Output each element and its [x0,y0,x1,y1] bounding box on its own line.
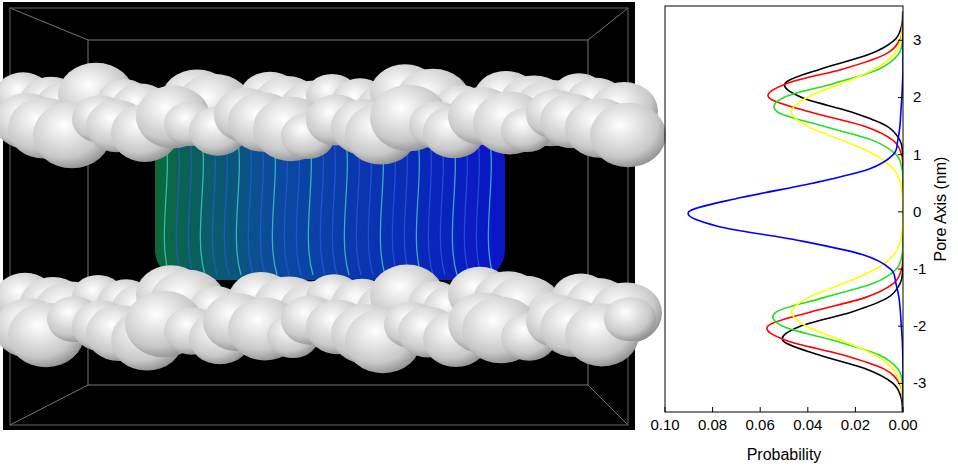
profile-curve [782,12,903,412]
axis-title: Probability [747,446,822,463]
tick-label: 0.06 [746,416,775,433]
profile-curve [688,12,903,412]
helix [476,135,481,275]
profile-curve [791,12,903,412]
helix [344,135,349,275]
box-edge [88,40,588,385]
figure: -3 -2 -1 0 1 2 3 0.10 0.08 0.06 0.04 0.02 0.00 Probab… [0,0,958,471]
tick-mark [903,407,904,412]
image-background [3,2,635,430]
lipid-blob [604,297,656,341]
helix [332,135,337,275]
box-edge [10,8,628,425]
tick-mark [898,97,903,98]
molecular-rendering [0,2,666,430]
tick-label: 0.04 [793,416,822,433]
helix [248,135,253,275]
tick-label: 0 [913,203,921,220]
tick-mark [855,407,856,412]
helix [224,135,229,275]
tick-label: 2 [913,88,921,105]
tick-label: 0.00 [888,416,917,433]
lipid-blob [590,103,666,168]
helix [188,135,193,275]
box-edge [10,8,88,40]
tick-mark [898,383,903,384]
tick-label: 1 [913,146,921,163]
tick-mark [665,407,666,412]
axis-title: Pore Axis (nm) [932,157,949,262]
tick-mark [898,154,903,155]
helix [212,135,217,275]
tick-mark [760,407,761,412]
box-edge [588,385,628,425]
tick-mark [898,326,903,327]
tick-mark [712,407,713,412]
helix [416,135,421,275]
tick-label: -1 [913,260,926,277]
tick-mark [898,269,903,270]
tick-label: 3 [913,31,921,48]
tick-label: 0.10 [650,416,679,433]
helix [428,135,433,275]
profile-curve [773,12,903,412]
helix [260,135,265,275]
profile-curve [767,12,903,412]
helix [200,135,205,275]
tick-label: -3 [913,374,926,391]
helix [488,135,493,275]
plot-frame [665,6,903,412]
tick-label: 0.02 [841,416,870,433]
tick-label: 0.08 [698,416,727,433]
box-edge [588,8,628,40]
helix [176,135,181,275]
tick-mark [898,40,903,41]
box-edge [10,385,88,425]
tick-mark [898,211,903,212]
curves [688,12,903,412]
tick-mark [807,407,808,412]
tick-label: -2 [913,317,926,334]
helix [236,135,241,275]
